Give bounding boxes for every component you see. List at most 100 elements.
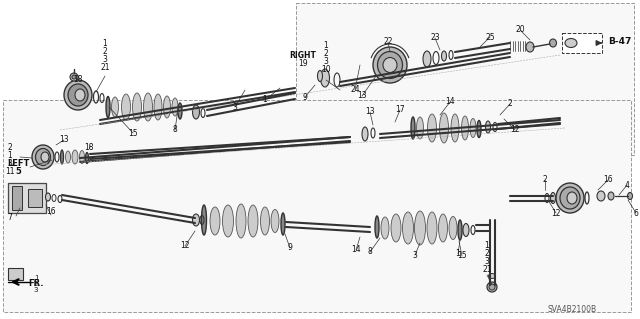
Ellipse shape xyxy=(45,193,51,201)
Text: 10: 10 xyxy=(321,64,331,73)
Text: 21: 21 xyxy=(483,265,492,275)
Ellipse shape xyxy=(556,183,584,213)
Ellipse shape xyxy=(65,151,70,163)
Text: 1: 1 xyxy=(324,41,328,49)
Ellipse shape xyxy=(550,192,556,204)
Text: 3: 3 xyxy=(484,257,490,266)
Text: 3: 3 xyxy=(232,102,237,112)
Text: 1: 1 xyxy=(102,39,108,48)
Ellipse shape xyxy=(61,150,63,164)
Ellipse shape xyxy=(202,205,207,235)
Text: 3: 3 xyxy=(34,287,38,293)
Ellipse shape xyxy=(32,145,54,169)
Ellipse shape xyxy=(415,211,426,245)
Text: 20: 20 xyxy=(515,26,525,34)
Ellipse shape xyxy=(449,217,457,240)
Ellipse shape xyxy=(438,214,447,242)
Bar xyxy=(562,33,602,53)
Bar xyxy=(3,100,631,312)
Ellipse shape xyxy=(154,94,162,120)
Ellipse shape xyxy=(72,75,76,79)
Bar xyxy=(12,186,22,210)
Text: 18: 18 xyxy=(84,144,93,152)
Text: 11: 11 xyxy=(5,167,15,176)
Ellipse shape xyxy=(560,187,580,209)
Text: 1: 1 xyxy=(34,275,38,281)
Text: 1: 1 xyxy=(456,249,460,258)
Ellipse shape xyxy=(461,116,468,140)
Text: 15: 15 xyxy=(457,251,467,261)
Text: 2: 2 xyxy=(8,144,12,152)
Ellipse shape xyxy=(178,103,182,119)
Ellipse shape xyxy=(411,117,415,139)
Bar xyxy=(8,268,23,280)
Bar xyxy=(28,189,42,207)
Text: 1: 1 xyxy=(8,152,12,160)
Text: 2: 2 xyxy=(324,48,328,57)
Ellipse shape xyxy=(470,118,476,137)
Ellipse shape xyxy=(132,93,141,121)
Text: 6: 6 xyxy=(634,209,639,218)
Text: LEFT: LEFT xyxy=(7,159,29,167)
Text: 1: 1 xyxy=(484,241,490,250)
Text: SVA4B2100B: SVA4B2100B xyxy=(547,305,596,314)
Ellipse shape xyxy=(79,151,84,164)
Text: 8: 8 xyxy=(367,248,372,256)
Ellipse shape xyxy=(236,204,246,238)
Ellipse shape xyxy=(383,57,397,72)
Ellipse shape xyxy=(391,214,401,242)
Text: 5: 5 xyxy=(15,167,21,176)
Text: 9: 9 xyxy=(287,243,292,253)
Bar xyxy=(8,183,46,213)
Bar xyxy=(296,3,634,155)
Ellipse shape xyxy=(75,89,85,101)
Text: 13: 13 xyxy=(59,136,69,145)
Text: 18: 18 xyxy=(73,76,83,85)
Ellipse shape xyxy=(440,113,449,143)
Ellipse shape xyxy=(143,93,152,121)
Text: 25: 25 xyxy=(485,33,495,41)
Ellipse shape xyxy=(597,191,605,201)
Text: 23: 23 xyxy=(430,33,440,42)
Text: 19: 19 xyxy=(298,58,308,68)
Ellipse shape xyxy=(317,70,323,81)
Ellipse shape xyxy=(111,97,118,117)
Ellipse shape xyxy=(122,94,131,120)
Text: 12: 12 xyxy=(180,241,189,250)
Ellipse shape xyxy=(489,284,495,290)
Ellipse shape xyxy=(477,121,481,137)
Ellipse shape xyxy=(193,105,200,119)
Text: 4: 4 xyxy=(625,181,629,189)
Ellipse shape xyxy=(210,207,220,235)
Ellipse shape xyxy=(526,42,534,52)
Ellipse shape xyxy=(193,214,200,226)
Ellipse shape xyxy=(608,192,614,200)
Text: 2: 2 xyxy=(484,249,490,258)
Text: 8: 8 xyxy=(173,125,177,135)
Text: 16: 16 xyxy=(603,175,613,184)
Ellipse shape xyxy=(417,117,424,139)
Ellipse shape xyxy=(627,192,632,199)
Ellipse shape xyxy=(565,39,577,48)
Text: 15: 15 xyxy=(128,129,138,137)
Text: B-47: B-47 xyxy=(608,38,632,47)
Text: 2: 2 xyxy=(34,281,38,287)
Text: 16: 16 xyxy=(46,207,56,217)
Ellipse shape xyxy=(488,273,495,278)
Text: 21: 21 xyxy=(100,63,109,71)
Text: RIGHT: RIGHT xyxy=(289,51,316,61)
Ellipse shape xyxy=(271,210,279,233)
Text: 12: 12 xyxy=(510,125,520,135)
Ellipse shape xyxy=(41,152,49,162)
Text: 2: 2 xyxy=(102,47,108,56)
Text: 13: 13 xyxy=(357,92,367,100)
Ellipse shape xyxy=(423,51,431,67)
Text: 2: 2 xyxy=(508,100,513,108)
Ellipse shape xyxy=(70,73,78,81)
Text: 9: 9 xyxy=(303,93,307,101)
Text: 3: 3 xyxy=(324,56,328,65)
Ellipse shape xyxy=(487,282,497,292)
Ellipse shape xyxy=(64,80,92,110)
Ellipse shape xyxy=(373,47,407,83)
Ellipse shape xyxy=(486,121,490,133)
